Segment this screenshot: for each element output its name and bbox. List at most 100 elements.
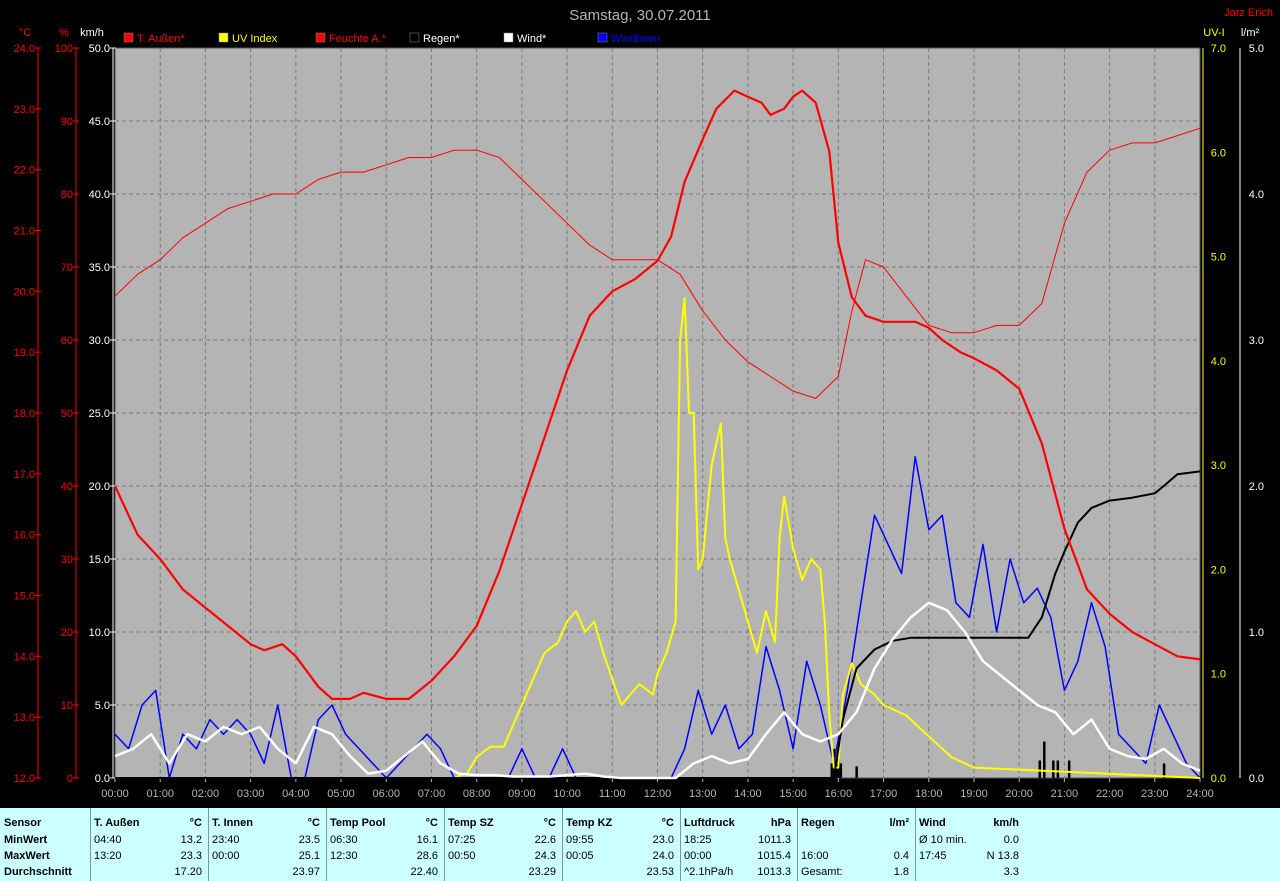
rain-bar bbox=[830, 763, 834, 778]
stats-row: 09:55 23.0 bbox=[562, 832, 680, 848]
stats-cell-label: 07:25 bbox=[448, 834, 476, 846]
time-axis-label: 21:00 bbox=[1051, 788, 1079, 800]
temp-axis-tick-label: 20.0 bbox=[14, 286, 35, 298]
temp-axis-tick-label: 15.0 bbox=[14, 591, 35, 603]
stats-cell-label: 18:25 bbox=[684, 834, 712, 846]
wind-line bbox=[114, 601, 1201, 780]
stats-header-unit: hPa bbox=[770, 817, 791, 829]
time-axis-label: 15:00 bbox=[779, 788, 807, 800]
stats-column: Temp KZ °C 09:55 23.0 00:05 24.0 23.53 bbox=[562, 808, 680, 881]
stats-row: 12:30 28.6 bbox=[326, 848, 444, 864]
wind-axis-tick-label: 10.0 bbox=[89, 627, 110, 639]
time-axis-label: 10:00 bbox=[553, 788, 581, 800]
wind-axis-tick-label: 20.0 bbox=[89, 481, 110, 493]
stats-row: 00:00 1015.4 bbox=[680, 848, 797, 864]
stats-cell-value: 23.0 bbox=[652, 834, 674, 846]
wind-axis-tick-label: 45.0 bbox=[89, 116, 110, 128]
stats-cell-label: MaxWert bbox=[4, 850, 50, 862]
temp-axis-tick-label: 12.0 bbox=[14, 773, 35, 785]
wind-axis-tick-label: 5.0 bbox=[95, 700, 110, 712]
stats-cell-label: 16:00 bbox=[801, 850, 829, 862]
stats-row: 17.20 bbox=[90, 864, 208, 880]
time-axis-label: 24:00 bbox=[1186, 788, 1214, 800]
legend-swatch bbox=[123, 32, 134, 43]
humidity-axis-tick-label: 40 bbox=[61, 481, 73, 493]
stats-cell-value: 13.2 bbox=[180, 834, 202, 846]
stats-cell-value: N 13.8 bbox=[986, 850, 1019, 862]
stats-cell-value: 17.20 bbox=[174, 866, 202, 878]
rain-axis-tick-label: 0.0 bbox=[1249, 773, 1264, 785]
uv-axis-tick-label: 1.0 bbox=[1211, 669, 1226, 681]
stats-row: 23.29 bbox=[444, 864, 562, 880]
wind-axis-tick-label: 0.0 bbox=[95, 773, 110, 785]
time-axis-label: 00:00 bbox=[101, 788, 129, 800]
stats-column: Wind km/h Ø 10 min. 0.0 17:45 N 13.8 3.3 bbox=[915, 808, 1025, 881]
humidity-axis-unit: % bbox=[59, 27, 69, 39]
stats-header-label: Luftdruck bbox=[684, 817, 735, 829]
stats-cell-value: 23.3 bbox=[180, 850, 202, 862]
legend-swatch bbox=[409, 32, 420, 43]
time-axis-label: 03:00 bbox=[237, 788, 265, 800]
humidity-axis-tick-label: 50 bbox=[61, 408, 73, 420]
time-axis-label: 22:00 bbox=[1096, 788, 1124, 800]
stats-row: MaxWert bbox=[0, 848, 90, 864]
stats-header-label: Temp KZ bbox=[566, 817, 613, 829]
temp-outdoor-line bbox=[114, 89, 1201, 701]
stats-header: T. Innen °C bbox=[208, 815, 326, 831]
temp-axis-tick-label: 17.0 bbox=[14, 469, 35, 481]
stats-row: 3.3 bbox=[915, 864, 1025, 880]
stats-header-label: T. Innen bbox=[212, 817, 253, 829]
time-axis-label: 11:00 bbox=[599, 788, 626, 800]
stats-header: Temp SZ °C bbox=[444, 815, 562, 831]
rain-axis-tick-label: 1.0 bbox=[1249, 627, 1264, 639]
stats-cell-value: 23.97 bbox=[292, 866, 320, 878]
stats-column: Sensor MinWert MaxWert Durchschnitt bbox=[0, 808, 90, 881]
stats-cell-label: Gesamt: bbox=[801, 866, 843, 878]
stats-header: Regen l/m² bbox=[797, 815, 915, 831]
humidity-axis-tick-label: 0 bbox=[67, 773, 73, 785]
humidity-axis-tick-label: 20 bbox=[61, 627, 73, 639]
stats-header-unit: °C bbox=[543, 817, 556, 829]
grid bbox=[114, 47, 1201, 779]
rain-axis-tick-label: 2.0 bbox=[1249, 481, 1264, 493]
stats-header-unit: l/m² bbox=[889, 817, 909, 829]
stats-header-unit: °C bbox=[425, 817, 438, 829]
stats-row: Gesamt: 1.8 bbox=[797, 864, 915, 880]
humidity-axis-tick-label: 80 bbox=[61, 189, 73, 201]
temp-axis-unit: °C bbox=[19, 27, 31, 39]
stats-separator bbox=[326, 808, 327, 881]
stats-row: 07:25 22.6 bbox=[444, 832, 562, 848]
stats-separator bbox=[562, 808, 563, 881]
legend-swatch bbox=[315, 32, 326, 43]
time-axis-label: 01:00 bbox=[146, 788, 174, 800]
stats-row: 00:05 24.0 bbox=[562, 848, 680, 864]
stats-cell-value: 1013.3 bbox=[757, 866, 791, 878]
stats-row: 23.97 bbox=[208, 864, 326, 880]
stats-separator bbox=[680, 808, 681, 881]
stats-header-unit: °C bbox=[661, 817, 674, 829]
stats-row: Ø 10 min. 0.0 bbox=[915, 832, 1025, 848]
temp-axis-tick-label: 16.0 bbox=[14, 530, 35, 542]
rain-axis-unit: l/m² bbox=[1241, 27, 1260, 39]
uv-axis-tick-label: 5.0 bbox=[1211, 252, 1226, 264]
stats-cell-value: 24.0 bbox=[652, 850, 674, 862]
stats-header: Wind km/h bbox=[915, 815, 1025, 831]
humidity-line bbox=[114, 127, 1201, 399]
stats-cell-value: 1.8 bbox=[893, 866, 909, 878]
rain-bar bbox=[1056, 760, 1060, 778]
stats-header: Sensor bbox=[0, 815, 90, 831]
stats-header-label: Temp SZ bbox=[448, 817, 494, 829]
legend-label: Wind* bbox=[517, 33, 547, 45]
uv-axis-tick-label: 0.0 bbox=[1211, 773, 1226, 785]
stats-cell-label: 09:55 bbox=[566, 834, 594, 846]
stats-separator bbox=[915, 808, 916, 881]
time-axis-label: 07:00 bbox=[418, 788, 446, 800]
stats-cell-label: MinWert bbox=[4, 834, 48, 846]
stats-cell-label: Durchschnitt bbox=[4, 866, 72, 878]
stats-cell-label: 06:30 bbox=[330, 834, 358, 846]
stats-cell-value: 23.53 bbox=[646, 866, 674, 878]
time-axis-label: 23:00 bbox=[1141, 788, 1169, 800]
humidity-axis-tick-label: 100 bbox=[55, 43, 73, 55]
rain-bar bbox=[1038, 760, 1042, 778]
stats-header: Luftdruck hPa bbox=[680, 815, 797, 831]
